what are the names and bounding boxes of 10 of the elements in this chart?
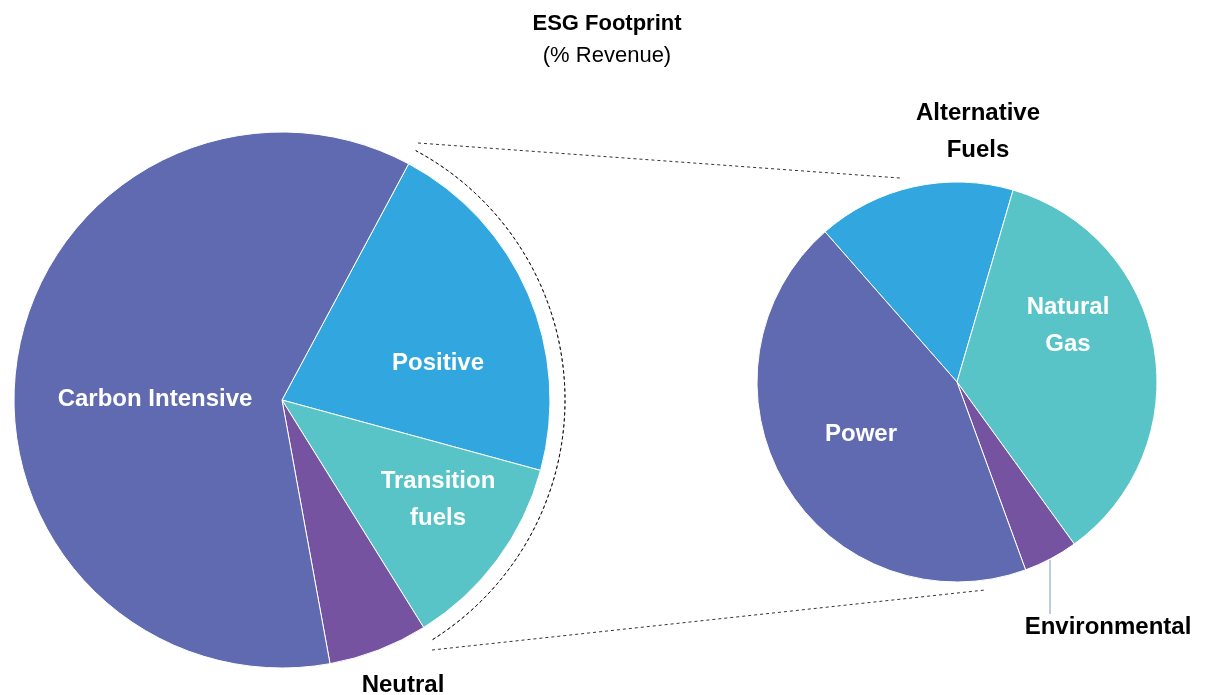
slice-label: Power [824,419,898,447]
slice-label: Neutral [361,670,445,695]
slice-label: Natural Gas [1026,291,1110,356]
slice-label: Carbon Intensive [57,384,253,412]
text: (% Revenue) [542,42,672,67]
slice-label: Alternative Fuels [915,97,1041,162]
text: ESG Footprint [532,10,683,35]
slice-label: Transition fuels [380,465,496,530]
slice-label: Positive [391,348,485,376]
slice-label: Environmental [1024,612,1192,640]
